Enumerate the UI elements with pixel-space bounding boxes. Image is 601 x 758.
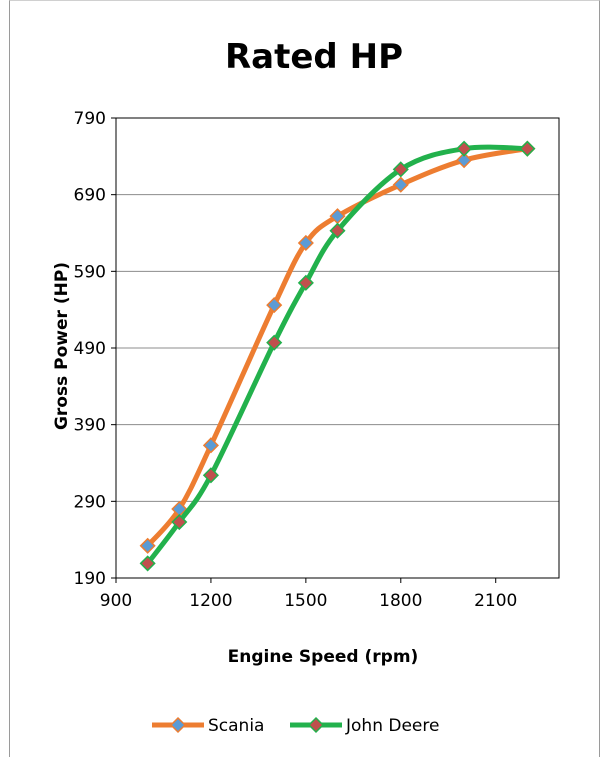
- x-tick-label: 1800: [379, 591, 422, 611]
- data-point-john-deere-1500: [297, 274, 314, 291]
- data-point-john-deere-1000: [139, 555, 156, 572]
- y-tick-label: 390: [74, 416, 106, 436]
- x-tick-label: 2100: [474, 591, 517, 611]
- y-axis-ticks: 190 290 390 490 590 690 790: [74, 109, 116, 589]
- legend: Scania John Deere: [152, 716, 439, 736]
- x-tick-label: 1200: [189, 591, 232, 611]
- data-point-john-deere-2000: [456, 140, 473, 157]
- data-point-scania-1400: [266, 297, 283, 314]
- data-point-john-deere-2200: [519, 140, 536, 157]
- y-tick-label: 190: [74, 569, 106, 589]
- y-tick-label: 690: [74, 186, 106, 206]
- legend-label-scania: Scania: [208, 716, 264, 736]
- x-axis-ticks: 900 1200 1500 1800 2100: [100, 578, 517, 611]
- data-point-scania-1800: [392, 176, 409, 193]
- y-tick-label: 790: [74, 109, 106, 129]
- legend-marker-scania: [169, 716, 187, 734]
- y-axis-label: Gross Power (HP): [52, 262, 72, 430]
- x-axis-label: Engine Speed (rpm): [228, 647, 419, 667]
- chart-frame: [9, 0, 600, 757]
- data-point-john-deere-1400: [266, 334, 283, 351]
- legend-marker-john-deere: [307, 716, 325, 734]
- data-point-john-deere-1800: [392, 161, 409, 178]
- y-tick-label: 590: [74, 262, 106, 282]
- data-point-scania-1000: [139, 537, 156, 554]
- y-tick-label: 290: [74, 492, 106, 512]
- series-line-scania: [145, 146, 530, 549]
- data-point-scania-2000: [456, 152, 473, 169]
- data-point-scania-1200: [202, 437, 219, 454]
- data-point-scania-1500: [297, 234, 314, 252]
- data-point-john-deere-1600: [329, 222, 346, 239]
- chart-title: Rated HP: [225, 37, 403, 77]
- series-layer: [139, 140, 536, 572]
- y-tick-label: 490: [74, 339, 106, 359]
- data-point-john-deere-1100: [171, 513, 188, 531]
- x-tick-label: 1500: [284, 591, 327, 611]
- data-point-john-deere-1200: [202, 467, 219, 484]
- x-tick-label: 900: [100, 591, 132, 611]
- legend-label-john-deere: John Deere: [345, 716, 439, 736]
